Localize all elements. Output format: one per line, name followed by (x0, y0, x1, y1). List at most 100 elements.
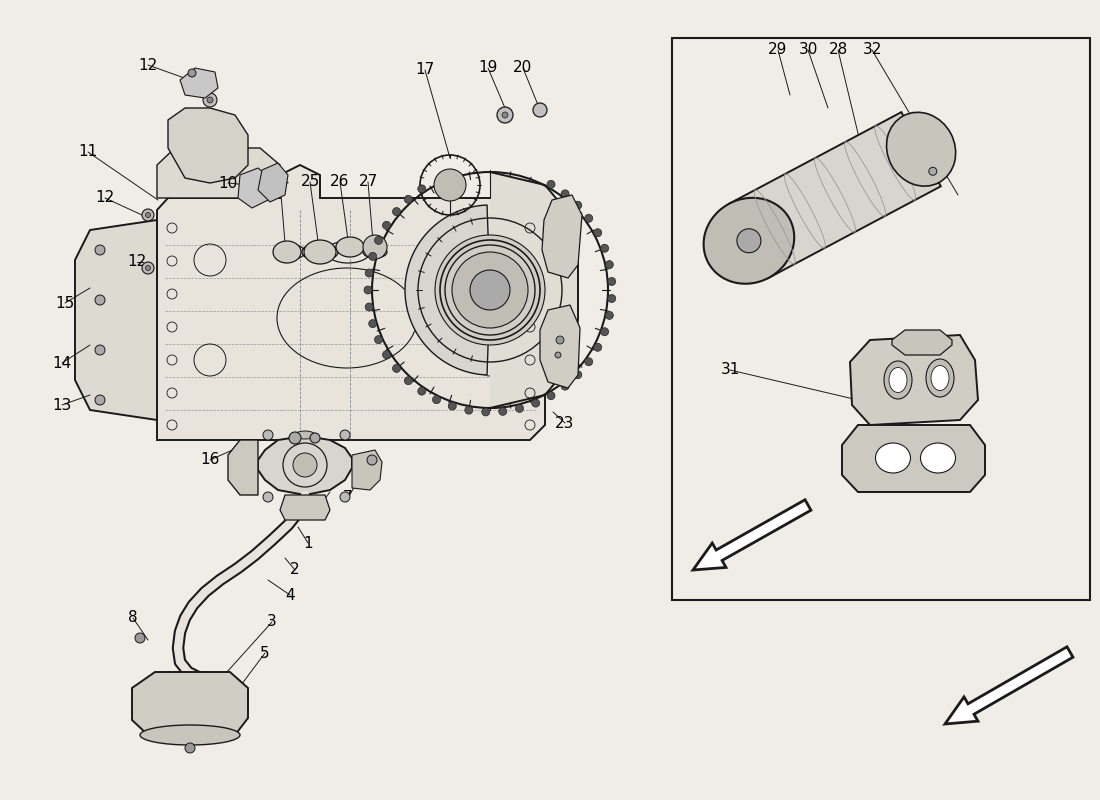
Text: 27: 27 (359, 174, 377, 190)
Circle shape (561, 382, 569, 390)
Text: 24: 24 (271, 174, 289, 190)
Circle shape (561, 190, 569, 198)
Circle shape (135, 633, 145, 643)
Circle shape (534, 103, 547, 117)
Circle shape (418, 387, 426, 395)
Circle shape (556, 352, 561, 358)
Polygon shape (180, 68, 218, 98)
Text: 17: 17 (416, 62, 434, 78)
Polygon shape (945, 647, 1072, 724)
Circle shape (367, 455, 377, 465)
Ellipse shape (273, 241, 301, 263)
Circle shape (449, 402, 456, 410)
Circle shape (142, 209, 154, 221)
Ellipse shape (926, 359, 954, 397)
Circle shape (145, 213, 151, 218)
Polygon shape (892, 330, 952, 355)
Polygon shape (842, 425, 984, 492)
Circle shape (498, 407, 507, 415)
Ellipse shape (887, 112, 956, 186)
Circle shape (601, 328, 608, 336)
Text: 32: 32 (862, 42, 882, 58)
Circle shape (547, 392, 556, 400)
Circle shape (374, 236, 383, 244)
Circle shape (185, 743, 195, 753)
Circle shape (737, 229, 761, 253)
Circle shape (607, 294, 616, 302)
Circle shape (289, 432, 301, 444)
Text: 18: 18 (469, 301, 487, 315)
Text: 29: 29 (768, 42, 788, 58)
Polygon shape (258, 163, 288, 202)
Polygon shape (238, 168, 270, 208)
Circle shape (142, 262, 154, 274)
Text: 6: 6 (314, 501, 323, 515)
Circle shape (605, 311, 614, 319)
Circle shape (263, 430, 273, 440)
Bar (672, 38, 1090, 600)
Text: 28: 28 (828, 42, 848, 58)
Text: 12: 12 (96, 190, 114, 206)
Circle shape (363, 235, 387, 259)
Ellipse shape (295, 431, 315, 439)
Polygon shape (490, 172, 578, 408)
Circle shape (145, 266, 151, 270)
Circle shape (393, 207, 400, 215)
Circle shape (95, 395, 104, 405)
Circle shape (465, 406, 473, 414)
Circle shape (418, 185, 426, 193)
Text: 2: 2 (290, 562, 300, 578)
Ellipse shape (931, 366, 949, 390)
Polygon shape (729, 112, 940, 278)
Polygon shape (157, 148, 280, 198)
Text: 20: 20 (514, 61, 532, 75)
Circle shape (393, 365, 400, 373)
Circle shape (365, 269, 373, 277)
Circle shape (95, 245, 104, 255)
Circle shape (516, 404, 524, 412)
Ellipse shape (304, 240, 336, 264)
Circle shape (594, 229, 602, 237)
Ellipse shape (704, 198, 794, 284)
Circle shape (574, 202, 582, 210)
Text: 12: 12 (128, 254, 146, 270)
Circle shape (470, 270, 510, 310)
Circle shape (95, 295, 104, 305)
Circle shape (502, 112, 508, 118)
Text: 1: 1 (304, 535, 312, 550)
Circle shape (368, 252, 376, 260)
Ellipse shape (140, 725, 240, 745)
Circle shape (207, 97, 213, 103)
Circle shape (310, 433, 320, 443)
Text: 19: 19 (478, 61, 497, 75)
Text: 26: 26 (330, 174, 350, 190)
Text: 7: 7 (343, 490, 353, 506)
Circle shape (556, 336, 564, 344)
Text: 3: 3 (267, 614, 277, 630)
Circle shape (204, 93, 217, 107)
Text: 11: 11 (78, 145, 98, 159)
Polygon shape (228, 440, 258, 495)
Text: 23: 23 (556, 415, 574, 430)
Circle shape (547, 180, 556, 188)
Circle shape (368, 320, 376, 328)
Circle shape (605, 261, 614, 269)
Text: 8: 8 (129, 610, 138, 626)
Text: 31: 31 (720, 362, 739, 378)
Circle shape (594, 343, 602, 351)
Polygon shape (352, 450, 382, 490)
Circle shape (188, 69, 196, 77)
Text: 5: 5 (261, 646, 270, 661)
Circle shape (497, 107, 513, 123)
Polygon shape (405, 205, 490, 375)
Text: 21: 21 (552, 370, 572, 386)
Circle shape (574, 370, 582, 378)
Circle shape (607, 278, 616, 286)
Circle shape (263, 492, 273, 502)
Text: 16: 16 (200, 453, 220, 467)
Polygon shape (132, 672, 248, 735)
Circle shape (585, 358, 593, 366)
Ellipse shape (889, 367, 908, 393)
Text: 15: 15 (55, 295, 75, 310)
Circle shape (293, 453, 317, 477)
